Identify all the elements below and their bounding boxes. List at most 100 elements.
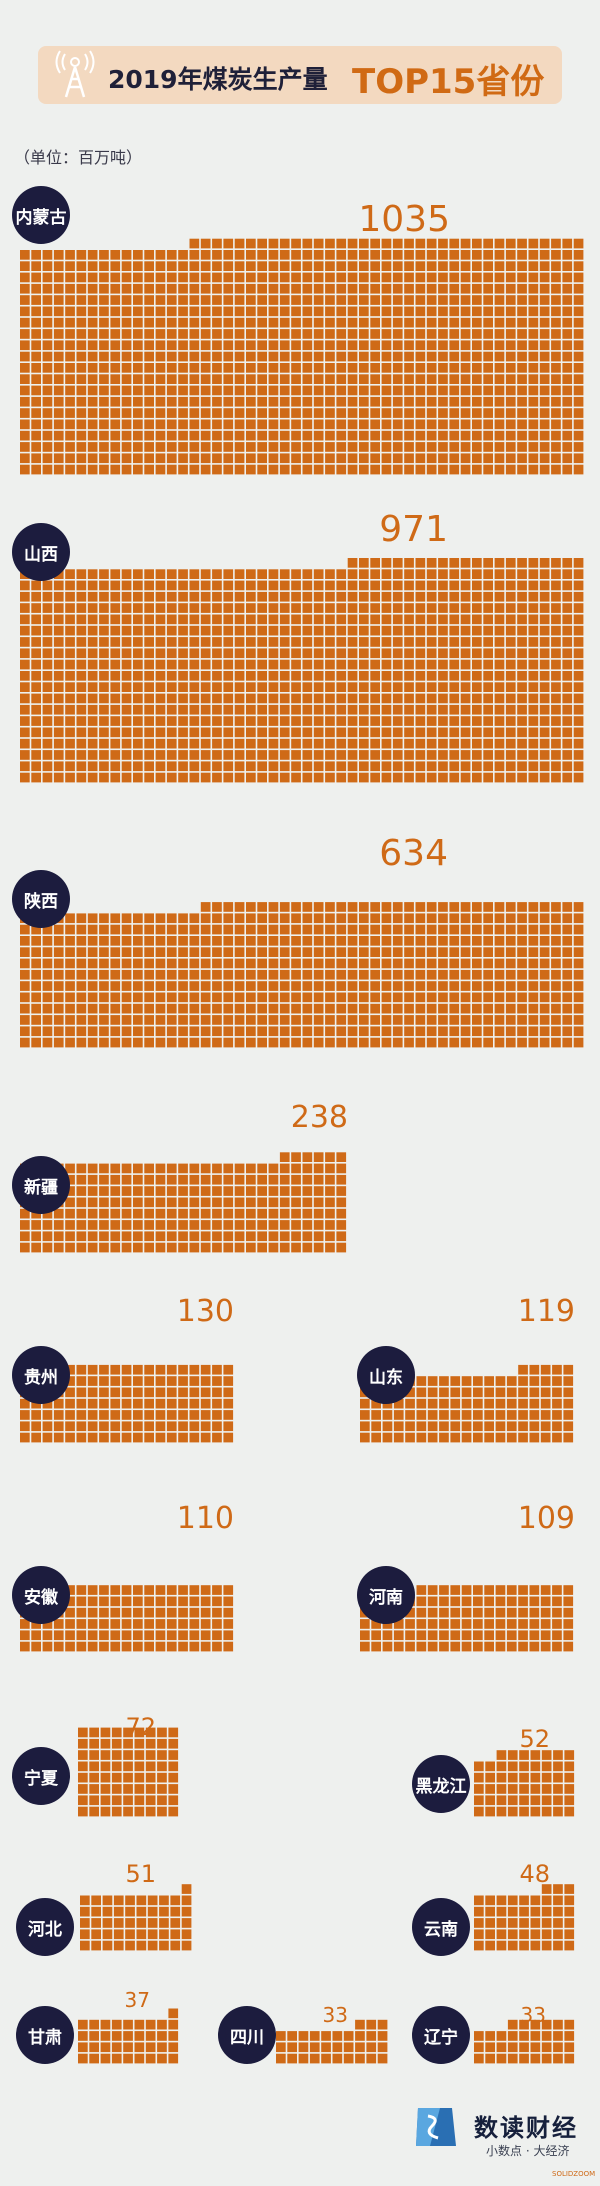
waffle-cell bbox=[189, 947, 200, 957]
waffle-cell bbox=[472, 419, 482, 430]
waffle-cell bbox=[483, 716, 493, 726]
waffle-cell bbox=[415, 913, 426, 924]
waffle-cell bbox=[460, 351, 471, 362]
waffle-cell bbox=[234, 317, 245, 328]
waffle-cell bbox=[223, 396, 234, 407]
waffle-cell bbox=[381, 772, 392, 783]
waffle-cell bbox=[121, 1026, 132, 1037]
waffle-cell bbox=[178, 1026, 188, 1037]
waffle-cell bbox=[133, 363, 143, 373]
waffle-cell bbox=[461, 1596, 472, 1607]
waffle-cell bbox=[426, 659, 437, 670]
waffle-cell bbox=[20, 637, 30, 647]
waffle-cell bbox=[87, 1585, 98, 1595]
waffle-cell bbox=[461, 1630, 472, 1641]
waffle-cell bbox=[347, 958, 358, 969]
waffle-cell bbox=[438, 603, 448, 613]
waffle-cell bbox=[573, 625, 584, 636]
waffle-cell bbox=[438, 351, 448, 362]
waffle-cell bbox=[76, 1398, 87, 1409]
waffle-cell bbox=[189, 306, 200, 317]
waffle-cell bbox=[223, 1630, 234, 1641]
waffle-cell bbox=[20, 591, 30, 602]
waffle-cell bbox=[65, 1596, 75, 1607]
waffle-cell bbox=[529, 1410, 540, 1420]
waffle-cell bbox=[291, 261, 301, 271]
waffle-cell bbox=[78, 1795, 88, 1806]
waffle-cell bbox=[336, 430, 347, 441]
waffle-cell bbox=[302, 419, 313, 430]
waffle-cell bbox=[370, 902, 380, 912]
waffle-cell bbox=[551, 306, 561, 317]
waffle-cell bbox=[42, 637, 53, 647]
waffle-cell bbox=[279, 947, 290, 957]
waffle-cell bbox=[485, 1918, 495, 1928]
waffle-cell bbox=[20, 1015, 30, 1025]
waffle-cell bbox=[200, 396, 211, 407]
waffle-cell bbox=[136, 1906, 147, 1917]
waffle-cell bbox=[87, 603, 98, 613]
waffle-cell bbox=[144, 1208, 154, 1219]
waffle-cell bbox=[110, 614, 121, 625]
waffle-cell bbox=[347, 1026, 358, 1037]
waffle-cell bbox=[121, 936, 132, 946]
waffle-cell bbox=[178, 637, 188, 647]
waffle-cell bbox=[483, 238, 493, 249]
waffle-cell bbox=[287, 2042, 297, 2053]
waffle-cell bbox=[234, 772, 245, 783]
waffle-cell bbox=[65, 1026, 75, 1037]
waffle-cell bbox=[189, 1037, 200, 1048]
waffle-cell bbox=[573, 238, 584, 249]
waffle-cell bbox=[234, 1174, 245, 1185]
waffle-cell bbox=[562, 981, 573, 991]
waffle-cell bbox=[347, 936, 358, 946]
waffle-cell bbox=[539, 374, 550, 384]
waffle-cell bbox=[551, 261, 561, 271]
waffle-cell bbox=[325, 648, 335, 659]
waffle-cell bbox=[212, 385, 222, 396]
waffle-cell bbox=[200, 317, 211, 328]
waffle-cell bbox=[234, 430, 245, 441]
waffle-cell bbox=[449, 693, 460, 704]
waffle-cell bbox=[449, 727, 460, 738]
waffle-cell bbox=[505, 430, 516, 441]
waffle-cell bbox=[449, 464, 460, 475]
waffle-cell bbox=[573, 761, 584, 772]
waffle-cell bbox=[189, 385, 200, 396]
waffle-cell bbox=[31, 1421, 41, 1432]
waffle-cell bbox=[133, 981, 143, 991]
waffle-cell bbox=[279, 1208, 290, 1219]
waffle-cell bbox=[212, 396, 222, 407]
waffle-cell bbox=[20, 704, 30, 715]
waffle-cell bbox=[121, 947, 132, 957]
waffle-cell bbox=[355, 2031, 365, 2041]
waffle-cell bbox=[381, 272, 392, 283]
waffle-cell bbox=[553, 1884, 563, 1894]
waffle-cell bbox=[189, 453, 200, 464]
waffle-cell bbox=[178, 913, 188, 924]
waffle-cell bbox=[551, 453, 561, 464]
waffle-cell bbox=[382, 1421, 393, 1432]
waffle-cell bbox=[551, 396, 561, 407]
waffle-cell bbox=[76, 704, 87, 715]
waffle-cell bbox=[359, 396, 369, 407]
waffle-cell bbox=[87, 295, 98, 305]
waffle-cell bbox=[483, 1037, 493, 1048]
waffle-cell bbox=[110, 1398, 121, 1409]
waffle-cell bbox=[189, 924, 200, 935]
waffle-cell bbox=[111, 2042, 122, 2053]
waffle-cell bbox=[155, 648, 166, 659]
waffle-cell bbox=[449, 738, 460, 749]
waffle-cell bbox=[381, 430, 392, 441]
waffle-cell bbox=[53, 648, 64, 659]
waffle-cell bbox=[551, 580, 561, 591]
waffle-cell bbox=[178, 738, 188, 749]
waffle-cell bbox=[223, 1619, 234, 1629]
waffle-cell bbox=[257, 261, 267, 271]
waffle-cell bbox=[53, 453, 64, 464]
waffle-cell bbox=[472, 408, 482, 418]
waffle-cell bbox=[111, 1772, 122, 1783]
waffle-cell bbox=[111, 1795, 122, 1806]
waffle-cell bbox=[268, 1231, 279, 1242]
waffle-cell bbox=[159, 1906, 169, 1917]
